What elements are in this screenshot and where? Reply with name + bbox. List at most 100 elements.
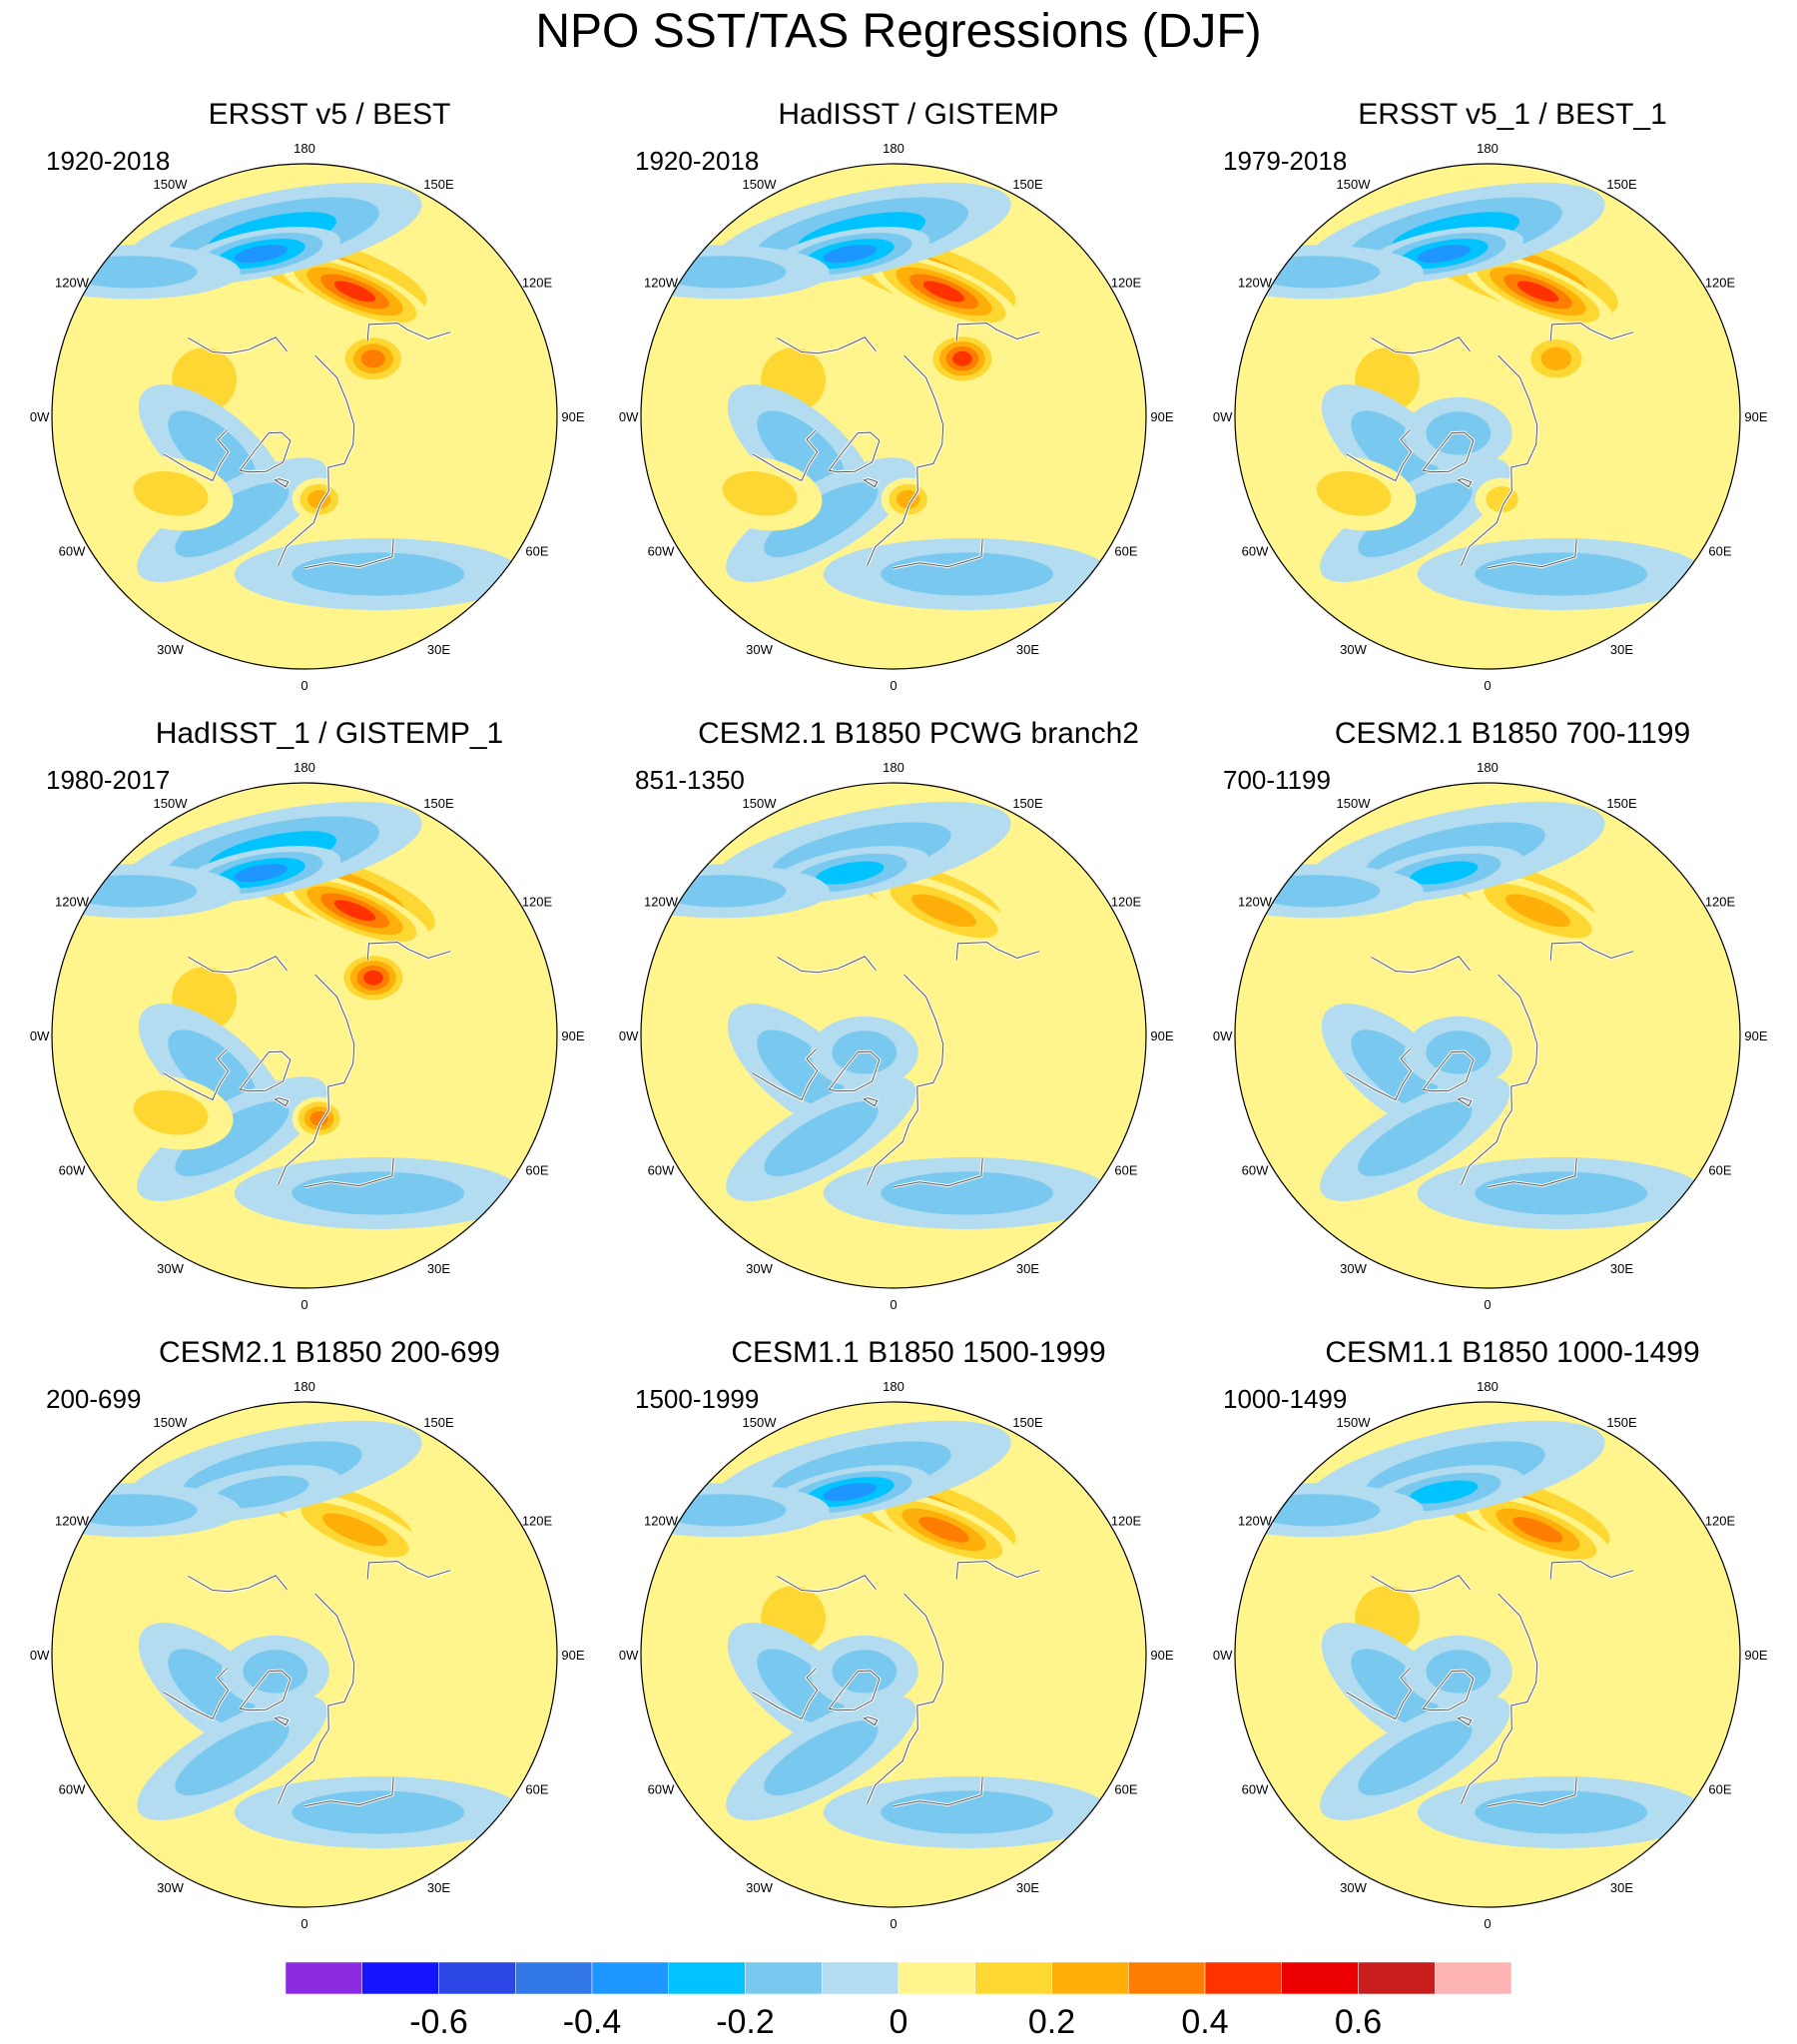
lon-label: 30E — [1610, 1261, 1633, 1276]
lon-label: 150E — [423, 1415, 454, 1430]
coastline — [867, 974, 944, 1185]
colorbar-boxes — [285, 1961, 1512, 1995]
lon-label: 0 — [1484, 1916, 1491, 1931]
coastline — [867, 354, 944, 566]
colorbar-label: -0.6 — [409, 2003, 468, 2041]
colorbar-box — [1204, 1961, 1282, 1995]
lon-label: 150W — [154, 796, 189, 811]
panel-title: CESM2.1 B1850 200-699 — [159, 1336, 500, 1369]
coastline — [752, 429, 819, 482]
map-boundary — [1234, 782, 1741, 1289]
panel-period: 1920-2018 — [46, 146, 171, 176]
lon-label: 0 — [300, 678, 307, 693]
coastline — [955, 323, 1040, 341]
lon-label: 120E — [1705, 895, 1736, 910]
colorbar-box — [1128, 1961, 1206, 1995]
coastline — [239, 431, 292, 473]
coastline — [1549, 1561, 1634, 1580]
anomaly-contour — [292, 552, 465, 596]
coastline — [1458, 1097, 1473, 1107]
lon-label: 0 — [300, 1916, 307, 1931]
polar-map: 180 150E 120E 90E 60E 30E 0 30W 60W 90W 120W 150W — [619, 141, 1174, 693]
lon-label: 0 — [890, 1297, 897, 1312]
map-panel: CESM2.1 B1850 700-1199 180 150E 120E 90E 60E 3… — [1213, 714, 1797, 1333]
anomaly-contour — [1512, 1517, 1563, 1543]
anomaly-contour — [333, 900, 376, 922]
anomaly-contour — [911, 894, 976, 928]
coastline — [366, 323, 451, 341]
map-boundary — [51, 1401, 558, 1908]
lon-label: 30E — [427, 1261, 450, 1276]
coastline — [1346, 1048, 1413, 1101]
lon-label: 150W — [743, 796, 778, 811]
lon-label: 150E — [1606, 796, 1637, 811]
lon-label: 150E — [423, 796, 454, 811]
anomaly-contour — [1351, 1649, 1440, 1728]
anomaly-contour — [133, 471, 209, 516]
lon-label: 120E — [1111, 276, 1142, 291]
lon-label: 120W — [1238, 276, 1273, 291]
coastline — [955, 942, 1040, 961]
anomaly-contour — [1516, 281, 1559, 303]
lon-label: 60E — [525, 1163, 548, 1178]
coastline — [893, 538, 983, 569]
coastline — [1422, 431, 1475, 473]
lon-label: 90W — [1213, 409, 1233, 424]
panel-period: 1920-2018 — [635, 146, 760, 176]
anomaly-contour — [1351, 410, 1440, 490]
lon-label: 150E — [1012, 796, 1043, 811]
lon-label: 180 — [883, 1379, 904, 1394]
panel-period: 200-699 — [46, 1384, 142, 1414]
lon-label: 60E — [525, 544, 548, 559]
coastline — [303, 538, 394, 569]
lon-label: 30W — [1340, 1261, 1367, 1276]
lon-label: 180 — [1477, 141, 1498, 156]
anomaly-contour — [1417, 245, 1471, 264]
coastline — [1458, 1716, 1473, 1726]
colorbar-box — [745, 1961, 823, 1995]
coastline — [893, 1776, 983, 1807]
anomaly-contour — [918, 1517, 969, 1543]
lon-label: 30W — [746, 1261, 773, 1276]
polar-map: 180 150E 120E 90E 60E 30E 0 30W 60W 90W 120W 150W — [30, 1379, 585, 1931]
lon-label: 150W — [1337, 177, 1372, 192]
coastline — [1346, 429, 1413, 482]
anomaly-contour — [816, 861, 885, 885]
colorbar-label: -0.4 — [562, 2003, 622, 2041]
lon-label: 90E — [1744, 1648, 1767, 1663]
lon-label: 90W — [619, 409, 639, 424]
coastline — [1371, 956, 1471, 974]
figure-title: NPO SST/TAS Regressions (DJF) — [535, 5, 1262, 58]
colorbar-label: 0.2 — [1027, 2003, 1076, 2041]
coastline — [955, 1561, 1040, 1580]
lon-label: 90W — [1213, 1028, 1233, 1043]
coastline — [278, 354, 355, 566]
coastline — [752, 1048, 819, 1101]
coastline — [366, 1561, 451, 1580]
lon-label: 120E — [1705, 1514, 1736, 1529]
coastline — [1487, 538, 1577, 569]
lon-label: 90E — [561, 409, 584, 424]
map-boundary — [640, 782, 1147, 1289]
lon-label: 180 — [294, 760, 315, 775]
lon-label: 0 — [300, 1297, 307, 1312]
lon-label: 30E — [1016, 642, 1039, 657]
lon-label: 30W — [157, 1261, 184, 1276]
anomaly-contour — [333, 281, 376, 303]
anomaly-contour — [922, 281, 965, 303]
anomaly-contour — [133, 1090, 209, 1135]
lon-label: 180 — [1477, 760, 1498, 775]
lon-label: 180 — [294, 141, 315, 156]
map-boundary — [51, 163, 558, 670]
anomaly-contour — [757, 1029, 846, 1109]
coastline — [1458, 478, 1473, 488]
coastline — [1346, 1668, 1413, 1720]
anomaly-contour — [881, 552, 1054, 596]
lon-label: 150W — [154, 177, 189, 192]
lon-label: 150W — [743, 177, 778, 192]
coastline — [1549, 323, 1634, 341]
map-panel: ERSST v5 / BEST 180 150E 120E 90E 60E 30E 0 30W 6… — [30, 95, 629, 714]
coastline — [366, 942, 451, 961]
lon-label: 90E — [561, 1028, 584, 1043]
lon-label: 60W — [59, 1782, 86, 1797]
